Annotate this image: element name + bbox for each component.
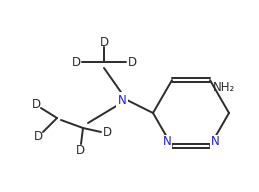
Text: D: D [103, 127, 112, 140]
Text: NH₂: NH₂ [213, 81, 235, 94]
Text: D: D [127, 55, 136, 69]
Text: N: N [211, 135, 219, 148]
Text: N: N [163, 135, 171, 148]
Text: D: D [99, 36, 109, 49]
Text: N: N [118, 94, 126, 107]
Text: D: D [31, 98, 41, 111]
Text: D: D [33, 131, 42, 143]
Text: D: D [71, 55, 81, 69]
Text: D: D [75, 143, 84, 156]
